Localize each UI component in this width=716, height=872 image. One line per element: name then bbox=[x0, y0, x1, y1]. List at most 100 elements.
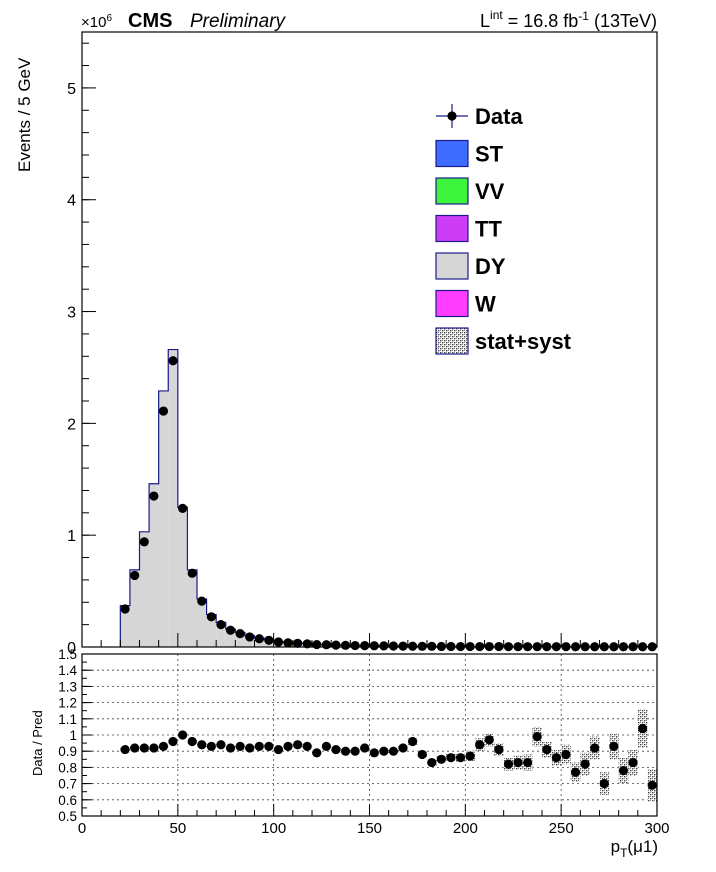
x-tick-label: 100 bbox=[261, 820, 286, 837]
ratio-y-tick-label: 1.3 bbox=[58, 679, 77, 694]
ratio-point bbox=[283, 741, 293, 751]
dy-bar bbox=[139, 531, 150, 647]
data-point bbox=[369, 641, 379, 651]
data-point bbox=[254, 634, 264, 644]
y-scale-exponent: ×106 bbox=[81, 13, 112, 31]
data-point bbox=[273, 637, 284, 647]
data-point bbox=[388, 641, 399, 651]
legend-item-vv: VV bbox=[435, 177, 505, 205]
ratio-point bbox=[580, 759, 590, 769]
experiment-label: CMS bbox=[128, 10, 172, 32]
data-point bbox=[331, 640, 341, 650]
dy-bar bbox=[149, 483, 159, 647]
ratio-point bbox=[302, 741, 312, 751]
x-tick-label: 0 bbox=[78, 820, 86, 837]
legend-swatch bbox=[435, 139, 469, 168]
legend-label: DY bbox=[475, 254, 506, 279]
ratio-point bbox=[427, 757, 437, 768]
ratio-point bbox=[360, 743, 370, 753]
ratio-point bbox=[609, 741, 619, 751]
data-point bbox=[225, 625, 236, 635]
ratio-point bbox=[542, 744, 552, 755]
ratio-point bbox=[149, 743, 159, 753]
ratio-point bbox=[551, 753, 561, 763]
ratio-point bbox=[225, 743, 236, 753]
ratio-point bbox=[408, 736, 418, 747]
ratio-point bbox=[187, 736, 197, 747]
dy-bar bbox=[177, 507, 188, 647]
ratio-point bbox=[417, 749, 427, 760]
dy-bar bbox=[168, 349, 178, 647]
data-point bbox=[178, 503, 188, 513]
data-point bbox=[408, 641, 418, 651]
y-tick-label: 3 bbox=[67, 305, 76, 322]
data-point bbox=[427, 641, 437, 651]
main-plot-panel: 0 1 2 3 4 5 Events / 5 GeV bbox=[15, 31, 658, 657]
y-tick-label: 2 bbox=[67, 416, 76, 433]
legend-swatch bbox=[435, 289, 469, 318]
ratio-y-tick-label: 0.8 bbox=[58, 760, 77, 775]
ratio-point bbox=[379, 746, 389, 756]
data-point bbox=[350, 640, 360, 651]
data-point bbox=[398, 641, 408, 651]
ratio-points bbox=[120, 723, 657, 790]
ratio-y-tick-label: 0.7 bbox=[58, 777, 77, 792]
ratio-point bbox=[513, 757, 523, 768]
ratio-point bbox=[561, 749, 571, 760]
legend-label: W bbox=[475, 292, 496, 317]
main-x-axis bbox=[81, 633, 658, 647]
ratio-point bbox=[293, 740, 303, 750]
legend-label: stat+syst bbox=[475, 329, 572, 354]
x-tick-label: 300 bbox=[644, 820, 669, 837]
ratio-point bbox=[436, 754, 446, 764]
legend-item-w: W bbox=[435, 289, 496, 318]
ratio-y-tick-label: 1.5 bbox=[58, 647, 77, 662]
legend-label: TT bbox=[475, 217, 502, 242]
dy-bar bbox=[129, 569, 140, 647]
y-tick-label: 0 bbox=[67, 640, 76, 657]
legend-label: Data bbox=[475, 104, 523, 129]
legend-swatch bbox=[435, 177, 469, 205]
y-tick-label: 5 bbox=[67, 81, 76, 98]
ratio-point bbox=[206, 741, 216, 751]
ratio-point bbox=[139, 743, 149, 753]
data-point bbox=[340, 640, 351, 650]
status-label: Preliminary bbox=[190, 11, 287, 32]
ratio-y-tick-label: 1.4 bbox=[58, 663, 77, 678]
data-point bbox=[283, 638, 293, 648]
x-tick-label: 250 bbox=[549, 820, 574, 837]
dy-bar bbox=[206, 614, 217, 647]
ratio-point bbox=[503, 759, 514, 769]
ratio-point bbox=[523, 757, 533, 768]
data-point bbox=[321, 640, 331, 650]
legend-item-dy: DY bbox=[435, 252, 506, 280]
ratio-point bbox=[197, 740, 207, 750]
ratio-point bbox=[312, 748, 322, 758]
data-point bbox=[187, 568, 197, 578]
ratio-point bbox=[618, 766, 629, 776]
ratio-plot-panel: 0.50.60.7 0.80.911.11.2 1.31.41.5 0 50 100 15… bbox=[30, 647, 670, 860]
ratio-point bbox=[245, 743, 255, 753]
data-point bbox=[149, 491, 159, 501]
main-y-axis-label: Events / 5 GeV bbox=[15, 57, 34, 172]
dy-bar bbox=[216, 622, 226, 647]
legend-swatch bbox=[435, 252, 469, 280]
ratio-point bbox=[331, 744, 341, 755]
ratio-point bbox=[350, 746, 360, 756]
ratio-point bbox=[628, 757, 638, 768]
y-tick-label: 4 bbox=[67, 193, 76, 210]
data-point bbox=[293, 638, 303, 648]
ratio-point bbox=[455, 753, 466, 763]
ratio-y-tick-label: 0.9 bbox=[58, 744, 77, 759]
data-point bbox=[312, 639, 322, 650]
ratio-point bbox=[388, 746, 399, 756]
legend-item-stat-syst: stat+syst bbox=[435, 327, 572, 355]
ratio-point bbox=[178, 730, 188, 740]
x-tick-label: 50 bbox=[169, 820, 186, 837]
legend-label: VV bbox=[475, 179, 505, 204]
main-y-axis: 0 1 2 3 4 5 bbox=[67, 42, 96, 657]
legend-marker-dot bbox=[447, 111, 457, 121]
legend-item-st: ST bbox=[435, 139, 504, 168]
data-point bbox=[235, 628, 245, 639]
